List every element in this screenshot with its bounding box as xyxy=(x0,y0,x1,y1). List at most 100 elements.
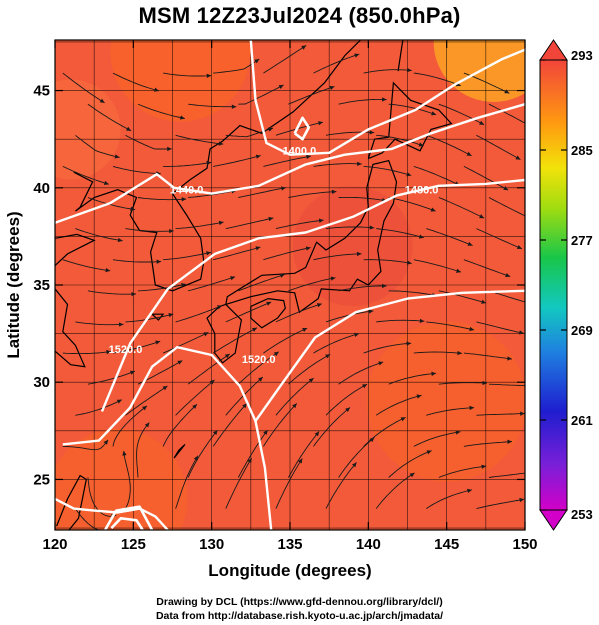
streamline-17 xyxy=(488,472,525,478)
streamline-arrow-7 xyxy=(467,488,472,493)
streamline-55 xyxy=(125,313,174,323)
streamline-20 xyxy=(162,403,198,447)
streamline-70 xyxy=(438,290,487,304)
coast-sakhalin xyxy=(397,40,405,72)
streamline-arrow-30 xyxy=(258,377,263,382)
contour-1400-closed xyxy=(293,116,311,141)
streamline-50 xyxy=(313,333,360,354)
temperature-shade-2 xyxy=(366,321,525,482)
streamline-115 xyxy=(426,134,472,157)
streamline-76 xyxy=(263,247,311,261)
streamline-arrow-19 xyxy=(142,405,148,411)
streamline-arrow-25 xyxy=(455,430,461,435)
streamline-arrow-116 xyxy=(515,155,521,160)
streamline-44 xyxy=(488,383,525,387)
streamline-8 xyxy=(476,498,525,510)
streamline-9 xyxy=(87,477,117,517)
streamline-29 xyxy=(175,379,215,416)
colorbar-tick-label: 285 xyxy=(571,143,593,158)
streamline-71 xyxy=(488,290,525,303)
streamline-arrow-24 xyxy=(400,417,406,422)
streamline-114 xyxy=(376,134,424,147)
streamline-arrow-120 xyxy=(278,84,284,89)
streamline-57 xyxy=(225,301,272,323)
streamline-108 xyxy=(75,134,120,158)
streamline-arrow-33 xyxy=(416,394,422,399)
streamline-131 xyxy=(313,53,360,74)
streamline-arrow-98 xyxy=(529,216,534,220)
coast-honshu xyxy=(225,159,398,314)
streamline-120 xyxy=(238,84,284,105)
streamline-arrow-23 xyxy=(345,407,350,413)
streamline-arrow-22 xyxy=(292,403,297,409)
streamline-arrow-131 xyxy=(354,53,360,58)
streamline-52 xyxy=(413,351,463,354)
streamline-23 xyxy=(313,407,351,447)
streamline-31 xyxy=(275,377,314,416)
y-tick-label: 30 xyxy=(33,374,50,391)
streamline-arrow-93 xyxy=(281,186,286,191)
streamline-16 xyxy=(438,465,487,478)
streamline-arrow-5 xyxy=(352,462,357,468)
streamline-arrow-39 xyxy=(273,351,279,357)
colorbar-max-arrow xyxy=(539,39,568,61)
streamline-42 xyxy=(388,372,437,385)
streamline-arrow-68 xyxy=(382,283,387,289)
streamline-11 xyxy=(187,429,218,478)
streamline-arrow-105 xyxy=(406,172,412,177)
coast-okinawa xyxy=(173,443,186,459)
streamline-78 xyxy=(363,259,412,264)
streamline-arrow-64 xyxy=(181,282,186,288)
streamline-47 xyxy=(162,331,209,354)
x-tick-label: 135 xyxy=(277,536,302,553)
y-tick-label: 45 xyxy=(33,83,50,100)
streamline-arrow-71 xyxy=(531,302,536,306)
contour-low-2 xyxy=(103,505,154,530)
streamline-arrow-4 xyxy=(298,458,303,464)
streamline-arrow-108 xyxy=(114,154,120,159)
streamline-32 xyxy=(325,383,368,416)
streamline-126 xyxy=(62,72,105,104)
streamline-87 xyxy=(376,228,424,239)
streamline-77 xyxy=(313,253,362,261)
height-contours xyxy=(55,40,525,530)
streamline-arrow-117 xyxy=(126,126,132,131)
streamline-121 xyxy=(288,86,335,105)
streamline-88 xyxy=(426,228,473,247)
streamline-arrow-62 xyxy=(518,330,524,335)
streamline-1 xyxy=(123,450,131,509)
streamline-60 xyxy=(376,319,425,323)
streamline-arrow-70 xyxy=(481,299,487,304)
streamline-arrow-74 xyxy=(206,251,211,256)
streamline-73 xyxy=(112,259,162,263)
streamline-96 xyxy=(388,197,436,212)
streamline-arrow-80 xyxy=(505,273,511,278)
streamline-79 xyxy=(413,259,462,273)
streamline-24 xyxy=(363,416,406,447)
streamline-arrow-81 xyxy=(117,237,123,243)
coast-shikoku xyxy=(250,297,286,329)
streamline-arrow-119 xyxy=(231,104,237,109)
streamline-62 xyxy=(476,321,524,334)
streamline-arrow-44 xyxy=(533,384,538,388)
streamline-arrow-128 xyxy=(206,73,212,78)
streamline-72 xyxy=(62,259,111,272)
streamline-110 xyxy=(175,134,224,145)
streamline-130 xyxy=(263,45,307,74)
x-tick-label: 145 xyxy=(434,536,459,553)
streamline-90 xyxy=(87,197,136,211)
streamline-125 xyxy=(488,103,525,124)
streamline-6 xyxy=(375,472,415,509)
streamline-28 xyxy=(125,385,168,416)
streamline-arrow-1 xyxy=(122,450,127,456)
streamline-arrow-77 xyxy=(356,251,362,257)
streamline-arrow-67 xyxy=(330,276,336,281)
contour-1560 xyxy=(55,497,169,530)
streamline-arrow-107 xyxy=(503,186,509,191)
streamline-arrow-97 xyxy=(479,214,485,219)
streamline-99 xyxy=(62,165,109,185)
streamline-arrow-104 xyxy=(357,161,362,166)
streamline-arrow-84 xyxy=(268,216,274,222)
colorbar-tick-label: 269 xyxy=(571,323,593,338)
